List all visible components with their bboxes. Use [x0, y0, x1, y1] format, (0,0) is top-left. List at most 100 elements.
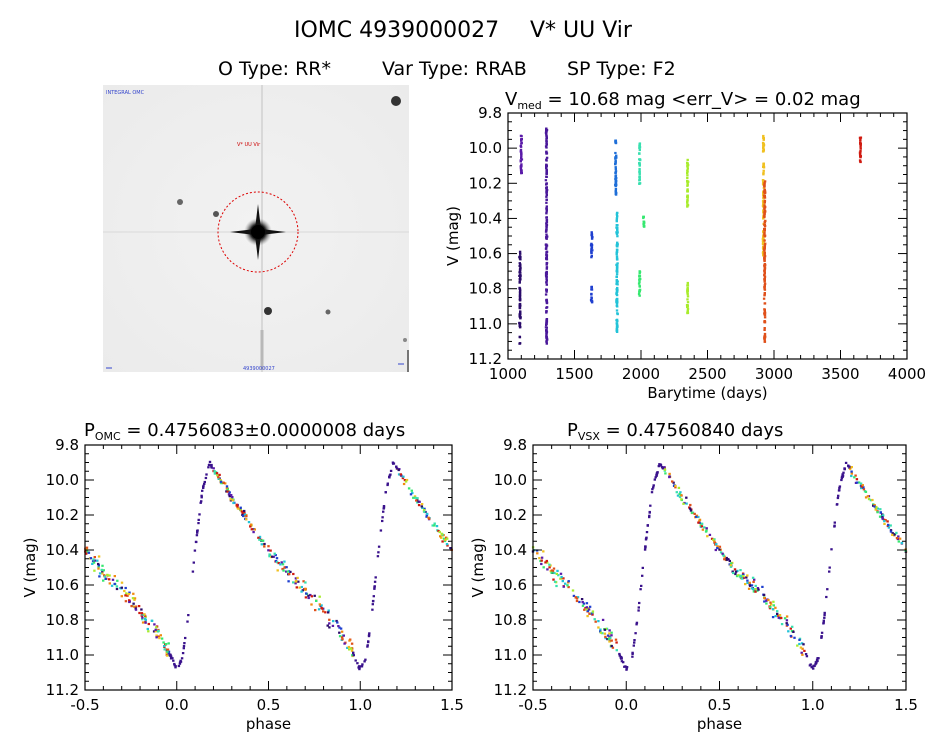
- data-point: [786, 623, 789, 626]
- data-point: [730, 562, 733, 565]
- data-point: [590, 231, 593, 234]
- data-point: [147, 630, 150, 633]
- data-point: [545, 135, 548, 138]
- data-point: [850, 474, 853, 478]
- data-point: [800, 651, 803, 654]
- plot-frame: [532, 444, 907, 691]
- data-point: [545, 208, 548, 211]
- data-point: [545, 311, 548, 314]
- data-point: [411, 491, 414, 495]
- data-point: [780, 616, 783, 620]
- data-point: [420, 503, 424, 506]
- data-point: [520, 169, 523, 172]
- data-point: [545, 150, 548, 153]
- data-point: [560, 575, 563, 579]
- x-tick-label: 2500: [688, 365, 726, 383]
- data-point: [706, 535, 709, 538]
- data-point: [771, 616, 775, 619]
- data-point: [763, 257, 766, 260]
- data-point: [331, 624, 335, 627]
- data-point: [167, 642, 170, 645]
- data-point: [833, 521, 836, 524]
- data-point: [545, 216, 548, 219]
- data-point: [859, 145, 862, 148]
- data-point: [764, 242, 767, 245]
- phase-vsx-panel: PVSX = 0.47560840 days -0.5 0.0 0.5 1.0 1.5 9…: [469, 420, 918, 733]
- data-point: [616, 243, 619, 246]
- x-tick-label: 2000: [622, 365, 660, 383]
- data-point: [413, 495, 417, 498]
- data-point: [351, 654, 354, 657]
- data-point: [763, 596, 766, 599]
- data-point: [754, 588, 757, 591]
- data-point: [638, 288, 642, 291]
- data-point: [520, 139, 523, 142]
- data-point: [128, 591, 131, 594]
- data-point: [545, 338, 549, 341]
- data-point: [215, 472, 219, 475]
- data-point: [588, 612, 591, 615]
- data-point: [859, 155, 862, 158]
- data-point: [738, 575, 742, 578]
- data-point: [615, 268, 619, 272]
- data-point: [620, 660, 624, 663]
- data-point: [843, 467, 846, 470]
- data-point: [762, 134, 765, 138]
- data-point: [881, 517, 884, 520]
- data-point: [131, 597, 135, 600]
- data-point: [545, 187, 548, 190]
- data-point: [358, 668, 361, 671]
- data-point: [239, 506, 242, 509]
- data-point: [144, 621, 147, 624]
- data-point: [382, 510, 385, 513]
- data-point: [134, 607, 137, 610]
- data-point: [360, 665, 364, 668]
- data-point: [658, 464, 661, 468]
- y-tick-label: 11.0: [494, 646, 527, 664]
- field-star: [325, 309, 331, 315]
- data-point: [751, 576, 755, 579]
- data-point: [562, 585, 565, 588]
- data-point: [686, 161, 689, 164]
- data-point: [260, 539, 263, 542]
- data-point: [762, 593, 766, 596]
- data-point: [763, 221, 766, 224]
- data-point: [373, 580, 377, 583]
- data-point: [763, 196, 766, 199]
- data-point: [205, 473, 208, 476]
- data-point: [891, 532, 894, 535]
- data-point: [638, 152, 641, 155]
- data-point: [445, 543, 449, 546]
- data-point: [685, 496, 688, 499]
- data-point: [226, 488, 229, 491]
- data-point: [603, 628, 607, 631]
- data-point: [763, 239, 766, 242]
- data-point: [167, 650, 171, 653]
- data-point: [433, 524, 436, 527]
- data-point: [762, 193, 765, 196]
- thumbnail-corner-label: INTEGRAL OMC: [106, 90, 145, 96]
- data-point: [545, 223, 549, 226]
- data-point: [638, 601, 641, 605]
- data-point: [85, 548, 88, 551]
- data-point: [752, 590, 756, 593]
- data-point: [833, 524, 836, 527]
- data-point: [208, 460, 212, 463]
- data-point: [686, 291, 689, 294]
- data-point: [150, 619, 154, 622]
- data-point: [301, 589, 304, 592]
- data-point: [625, 666, 629, 669]
- data-point: [371, 603, 374, 606]
- data-point: [545, 236, 548, 240]
- data-point: [102, 579, 105, 582]
- data-point: [664, 472, 667, 475]
- data-point: [723, 558, 726, 561]
- data-point: [608, 640, 611, 643]
- data-point: [616, 286, 619, 290]
- data-point: [615, 266, 619, 269]
- data-point: [545, 143, 548, 146]
- data-point: [763, 234, 766, 237]
- data-point: [545, 298, 548, 301]
- data-point: [586, 609, 589, 612]
- data-point: [518, 307, 522, 310]
